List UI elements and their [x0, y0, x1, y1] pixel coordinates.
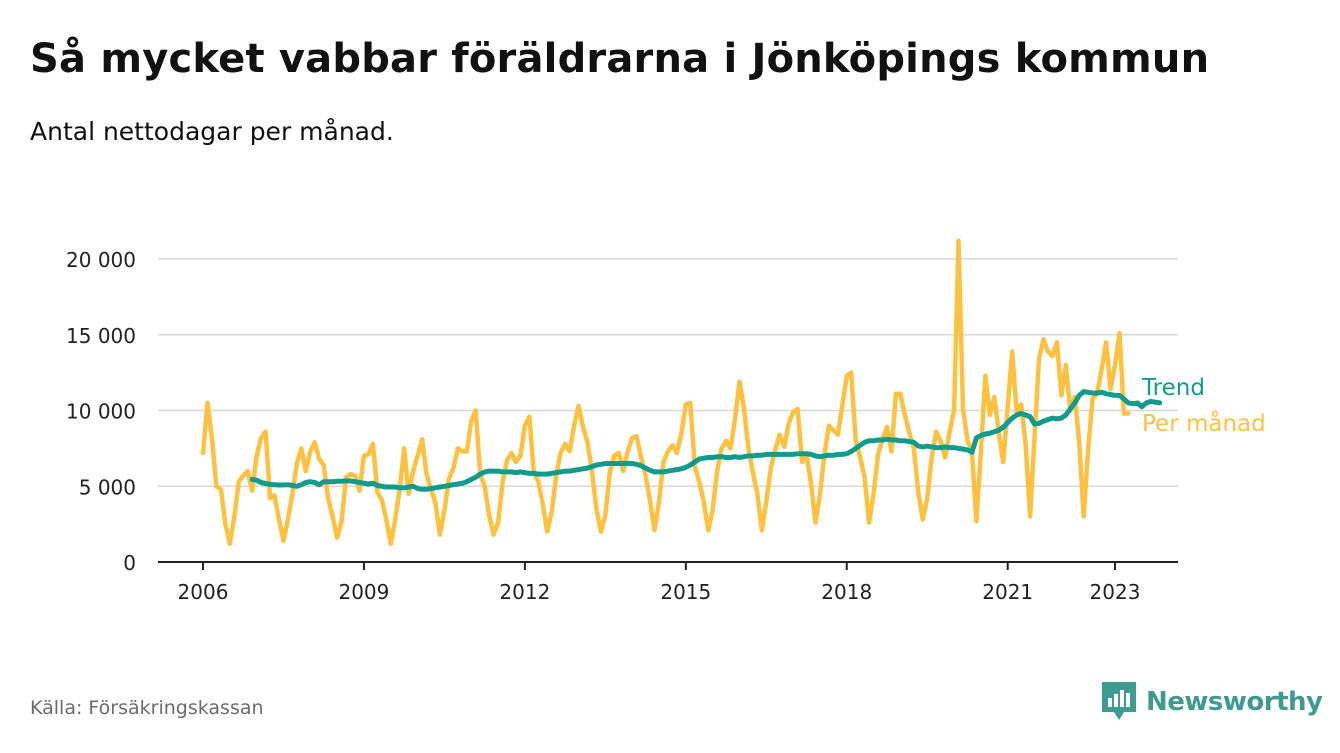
series-lines — [200, 238, 1163, 547]
x-tick-label: 2009 — [338, 580, 389, 604]
monthly-label: Per månad — [1142, 409, 1266, 437]
newsworthy-logo: Newsworthy — [1102, 682, 1323, 722]
y-tick-label: 20 000 — [66, 248, 136, 272]
source-note: Källa: Försäkringskassan — [30, 697, 264, 719]
x-tick-label: 2023 — [1090, 580, 1141, 604]
x-tick-label: 2012 — [499, 580, 550, 604]
line-chart: 0 5 000 10 000 15 000 20 000 2006 2009 2012 2015… — [66, 238, 1266, 604]
series-line-trend — [249, 389, 1163, 492]
chart-title: Så mycket vabbar föräldrarna i Jönköping… — [30, 36, 1210, 82]
x-tick-label: 2006 — [178, 580, 229, 604]
series-end-labels: Trend Per månad — [1141, 375, 1266, 437]
trend-label: Trend — [1141, 375, 1205, 401]
chart-subtitle: Antal nettodagar per månad. — [30, 117, 394, 146]
x-tick-label: 2015 — [660, 580, 711, 604]
y-tick-label: 10 000 — [66, 400, 136, 424]
bar-chart-speech-bubble-icon — [1102, 682, 1136, 720]
y-tick-label: 15 000 — [66, 324, 136, 348]
y-tick-label: 5 000 — [79, 475, 136, 499]
logo-text: Newsworthy — [1146, 687, 1323, 717]
y-tick-label: 0 — [123, 551, 136, 575]
x-tick-label: 2018 — [821, 580, 872, 604]
x-tick-label: 2021 — [982, 580, 1033, 604]
series-line-monthly — [200, 238, 1131, 547]
axes: 0 5 000 10 000 15 000 20 000 2006 2009 2012 2015… — [66, 248, 1178, 604]
